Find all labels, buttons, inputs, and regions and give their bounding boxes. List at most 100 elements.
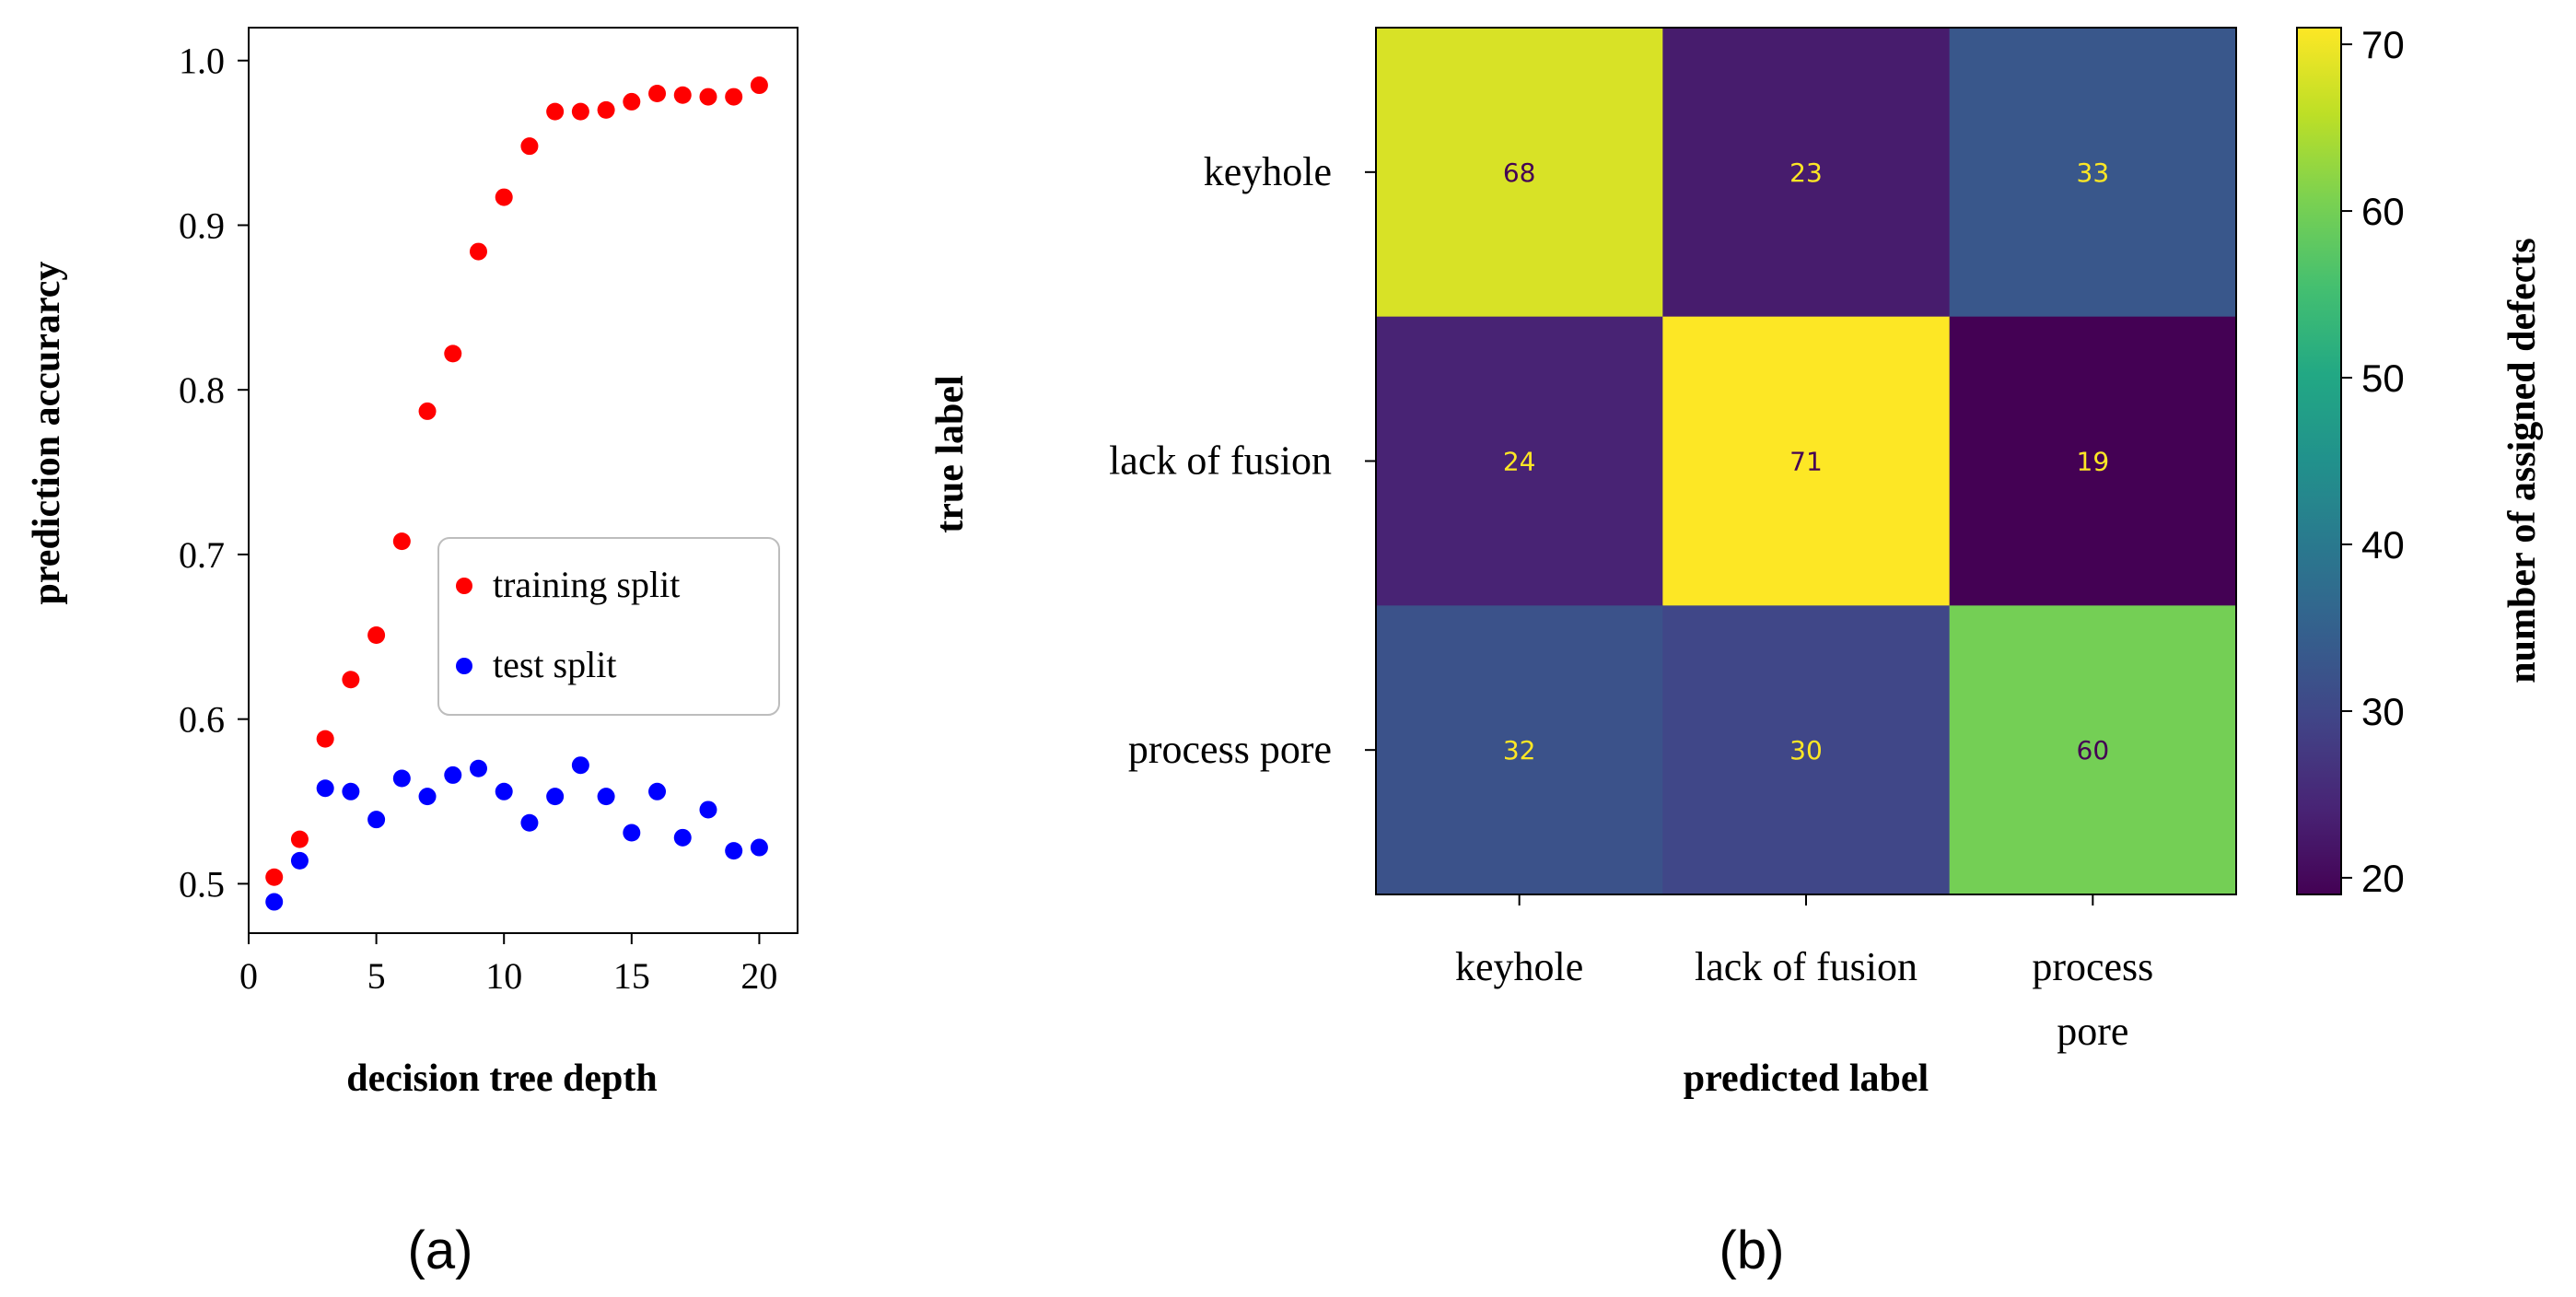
- scatter-y-tick-label: 0.7: [179, 534, 225, 576]
- matrix-cell-value: 30: [1789, 735, 1823, 765]
- scatter-x-axis-label: decision tree depth: [346, 1057, 658, 1100]
- point-training-split: [571, 102, 589, 121]
- point-test-split: [418, 788, 437, 806]
- point-test-split: [597, 788, 615, 806]
- point-test-split: [520, 813, 539, 832]
- colorbar-label: number of assigned defects: [2501, 238, 2544, 683]
- point-training-split: [342, 671, 360, 689]
- point-training-split: [520, 137, 539, 156]
- scatter-x-tick-label: 0: [239, 955, 258, 997]
- confusion-y-axis-label: true label: [929, 375, 972, 532]
- scatter-x-tick-label: 5: [367, 955, 386, 997]
- matrix-cell-value: 71: [1789, 447, 1823, 477]
- legend-marker-test-split: [456, 658, 472, 674]
- point-test-split: [750, 838, 768, 857]
- point-training-split: [673, 86, 692, 104]
- scatter-y-ticks: 0.5 0.6 0.7 0.8 0.9 1.0: [179, 41, 249, 905]
- matrix-cell: [1662, 316, 1951, 606]
- confusion-row-label: process pore: [1128, 727, 1332, 772]
- scatter-y-tick-label: 0.9: [179, 204, 225, 246]
- scatter-legend: training split test split: [437, 537, 780, 716]
- point-training-split: [265, 868, 284, 886]
- matrix-cell: [1376, 316, 1663, 606]
- matrix-cell-value: 32: [1503, 735, 1536, 765]
- scatter-legend-frame: [437, 537, 780, 716]
- confusion-col-label: keyhole: [1455, 944, 1583, 989]
- colorbar: 20 30 40 50 60 70 number of assigned defects: [2296, 23, 2544, 900]
- matrix-cell: [1949, 605, 2237, 895]
- point-training-split: [546, 102, 565, 121]
- point-training-split: [597, 100, 615, 119]
- point-training-split: [444, 345, 462, 363]
- scatter-y-tick-label: 0.8: [179, 369, 225, 411]
- matrix-cell: [1376, 605, 1663, 895]
- point-test-split: [265, 893, 284, 911]
- colorbar-tick-label: 70: [2361, 23, 2405, 66]
- matrix-cell-value: 60: [2077, 735, 2110, 765]
- panel-label-a: (a): [408, 1221, 473, 1280]
- point-test-split: [699, 800, 717, 819]
- confusion-x-axis-label: predicted label: [1684, 1057, 1929, 1100]
- confusion-row-label: keyhole: [1204, 149, 1332, 194]
- point-training-split: [367, 626, 386, 645]
- colorbar-tick-label: 40: [2361, 523, 2405, 567]
- scatter-y-axis-label: prediction accurarcy: [26, 262, 68, 605]
- colorbar-gradient: [2296, 27, 2342, 895]
- colorbar-tick-label: 50: [2361, 356, 2405, 400]
- matrix-cell-value: 23: [1789, 158, 1823, 188]
- accuracy-scatter-panel: 0.5 0.6 0.7 0.8 0.9 1.0 0 5 10 15 20 training spl…: [26, 27, 798, 1280]
- legend-label-test-split: test split: [493, 644, 616, 685]
- point-training-split: [469, 242, 487, 261]
- scatter-x-tick-label: 20: [740, 955, 777, 997]
- point-test-split: [546, 788, 565, 806]
- point-training-split: [495, 188, 513, 206]
- scatter-plot-area: [248, 27, 798, 934]
- point-training-split: [648, 84, 667, 102]
- colorbar-ticks: 20 30 40 50 60 70: [2341, 23, 2405, 900]
- point-training-split: [392, 532, 411, 551]
- point-training-split: [290, 830, 309, 848]
- point-test-split: [673, 828, 692, 847]
- scatter-points: [265, 76, 768, 911]
- point-training-split: [316, 730, 334, 748]
- confusion-matrix-panel: 68 23 33 24 71 19 32 30 60 keyhole lack of fusion…: [929, 23, 2544, 1280]
- point-training-split: [418, 402, 437, 420]
- matrix-cell-value: 33: [2077, 158, 2110, 188]
- confusion-row-label: lack of fusion: [1109, 438, 1332, 484]
- confusion-col-label: process: [2032, 944, 2153, 989]
- matrix-cell-value: 24: [1503, 447, 1536, 477]
- point-test-split: [469, 759, 487, 777]
- legend-marker-training-split: [456, 578, 472, 594]
- confusion-matrix-cells: 68 23 33 24 71 19 32 30 60: [1376, 28, 2237, 895]
- confusion-col-label: lack of fusion: [1695, 944, 1917, 989]
- colorbar-tick-label: 60: [2361, 190, 2405, 233]
- matrix-cell: [1376, 28, 1663, 318]
- point-test-split: [290, 851, 309, 870]
- confusion-row-labels: keyhole lack of fusion process pore: [1109, 149, 1376, 772]
- matrix-cell: [1662, 605, 1951, 895]
- point-test-split: [367, 811, 386, 829]
- matrix-cell-value: 68: [1503, 158, 1536, 188]
- point-test-split: [444, 765, 462, 784]
- point-test-split: [495, 782, 513, 800]
- point-test-split: [342, 782, 360, 800]
- scatter-y-tick-label: 0.5: [179, 863, 225, 905]
- matrix-cell-value: 19: [2077, 447, 2110, 477]
- point-test-split: [392, 769, 411, 788]
- point-test-split: [316, 779, 334, 798]
- scatter-y-tick-label: 0.6: [179, 699, 225, 741]
- point-training-split: [725, 88, 743, 106]
- colorbar-tick-label: 20: [2361, 857, 2405, 900]
- colorbar-tick-label: 30: [2361, 690, 2405, 733]
- point-test-split: [571, 756, 589, 775]
- point-training-split: [623, 92, 641, 111]
- scatter-x-ticks: 0 5 10 15 20: [239, 933, 777, 997]
- scatter-x-tick-label: 15: [613, 955, 650, 997]
- point-training-split: [699, 88, 717, 106]
- matrix-cell: [1949, 316, 2237, 606]
- point-test-split: [648, 782, 667, 800]
- matrix-cell: [1662, 28, 1951, 318]
- matrix-cell: [1949, 28, 2237, 318]
- point-test-split: [623, 824, 641, 842]
